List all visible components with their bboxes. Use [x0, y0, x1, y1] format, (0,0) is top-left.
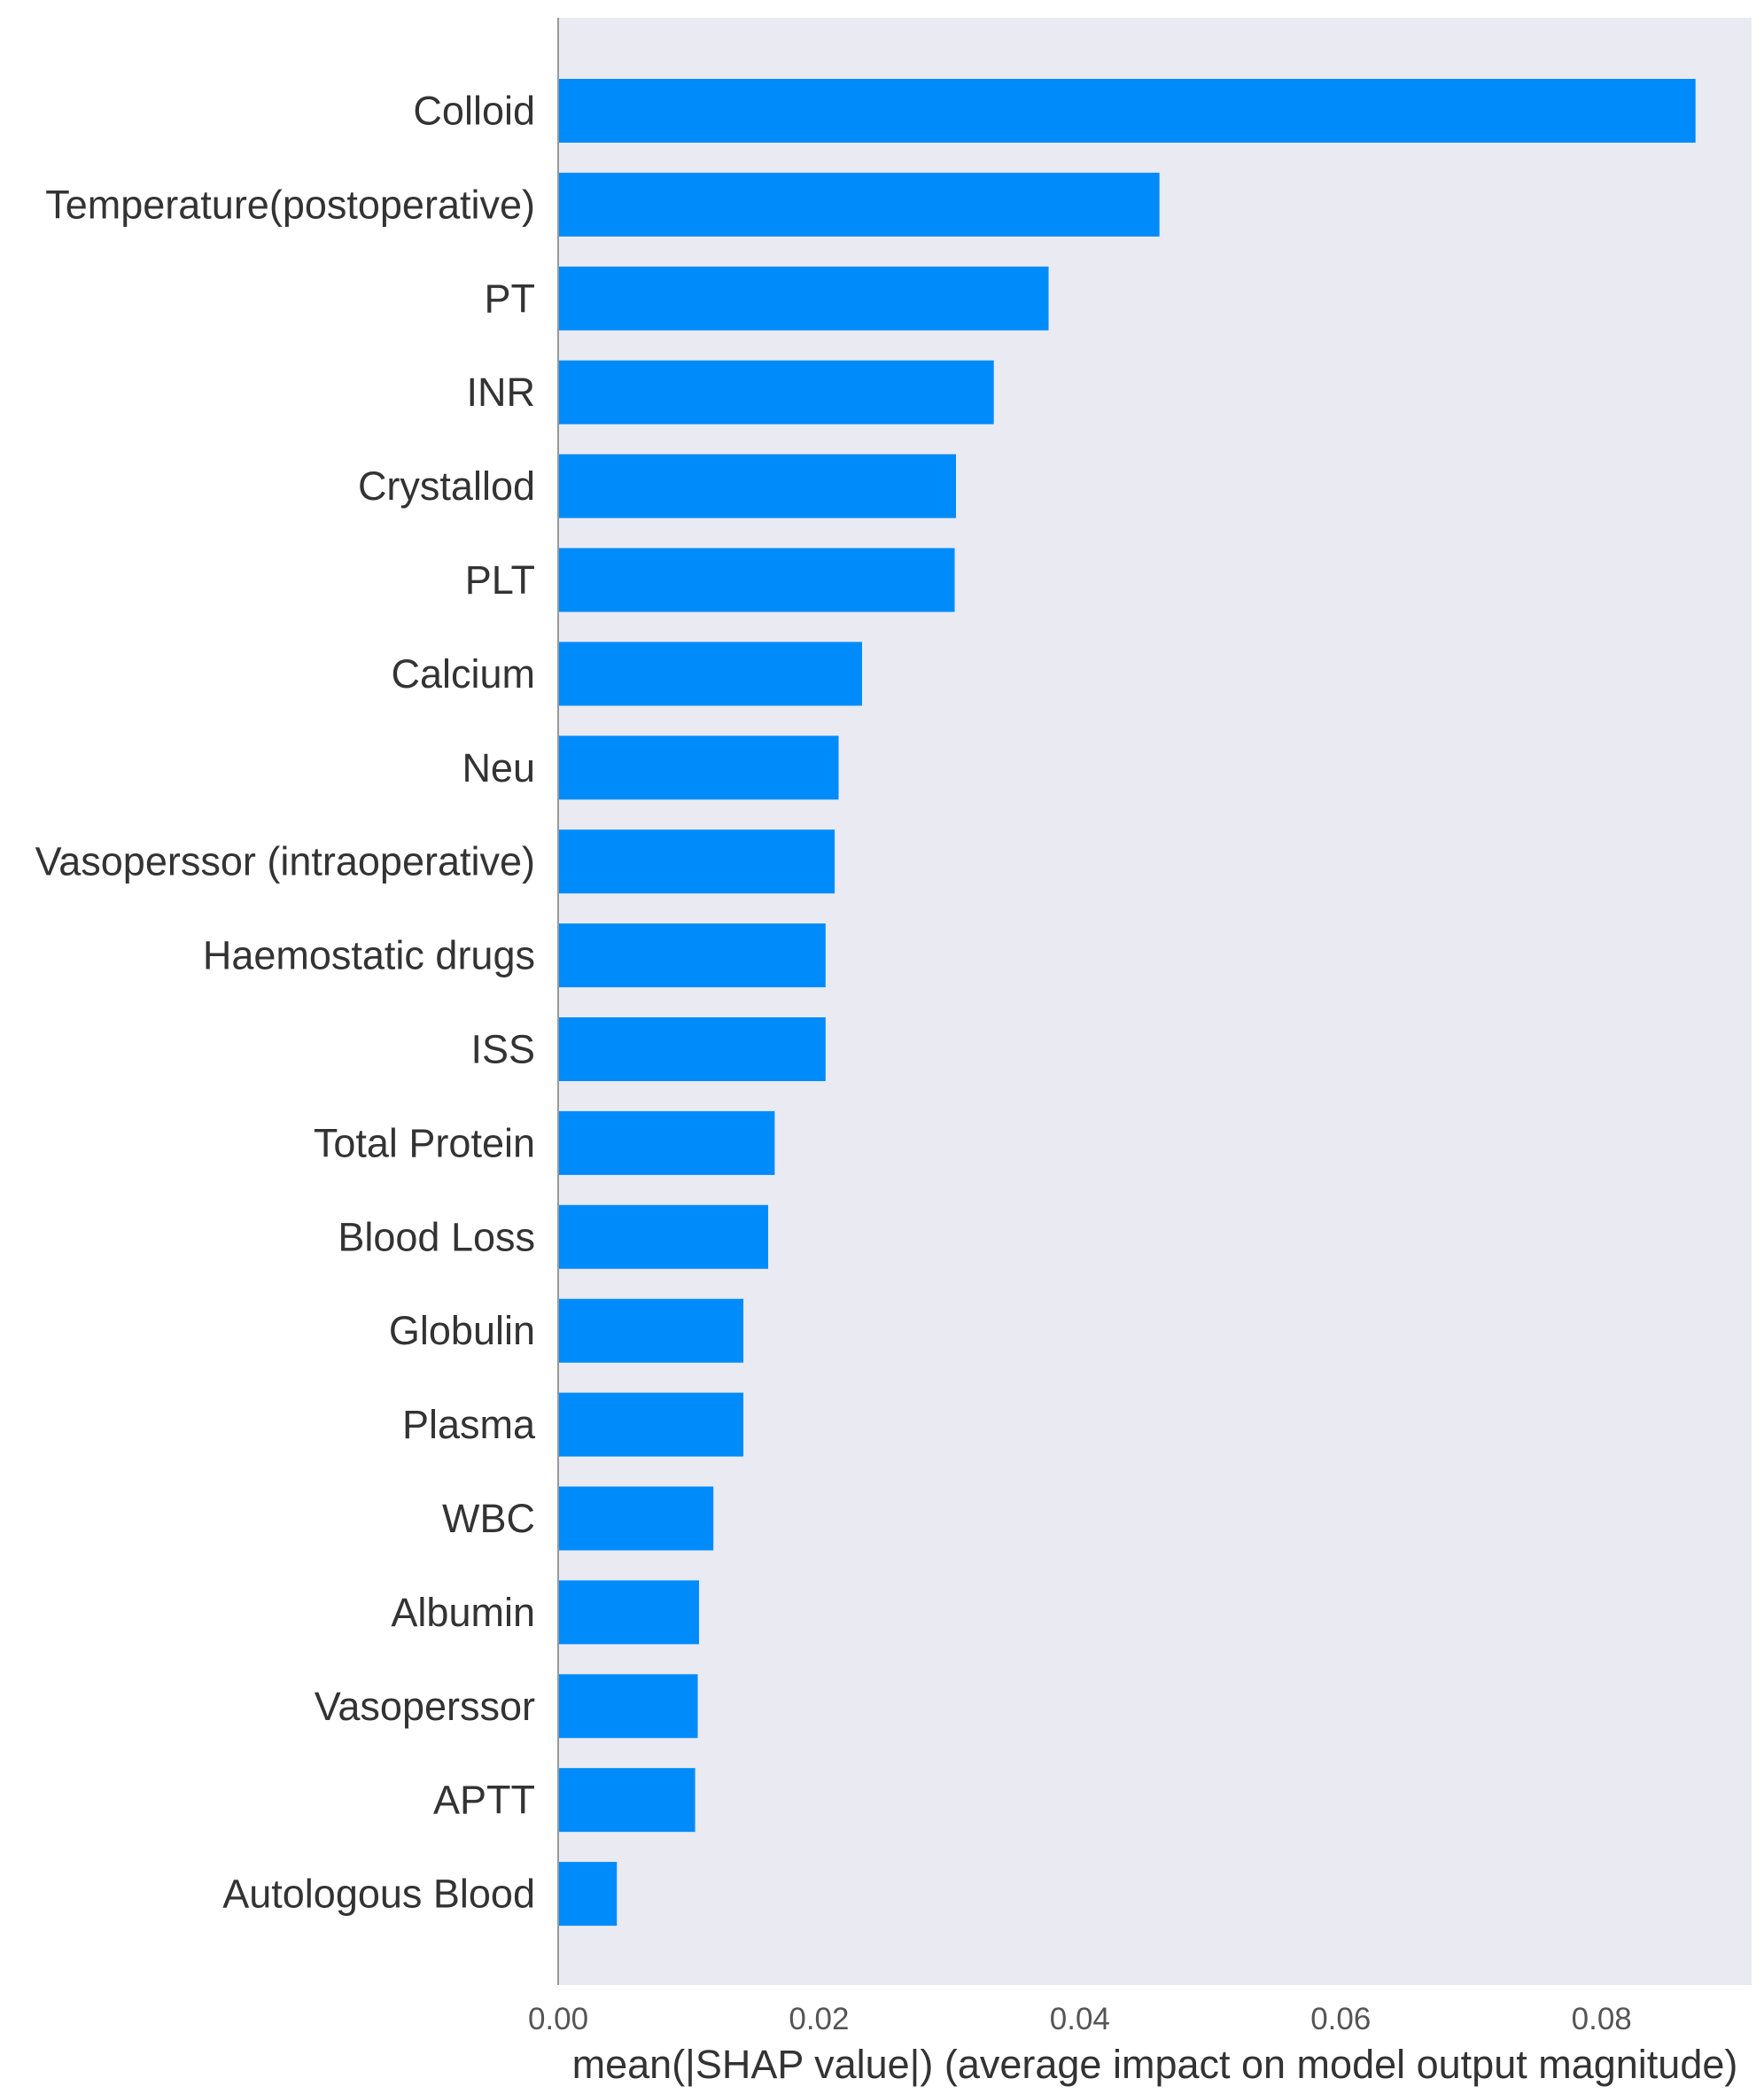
bar-18 — [558, 1768, 695, 1833]
feature-label-14: Plasma — [402, 1402, 536, 1447]
bar-12 — [558, 1204, 769, 1269]
feature-label-7: Neu — [462, 745, 535, 790]
x-tick-label-3: 0.06 — [1310, 2002, 1371, 2036]
bar-4 — [558, 454, 956, 518]
feature-label-18: APTT — [433, 1778, 535, 1823]
bar-8 — [558, 829, 835, 894]
x-tick-label-0: 0.00 — [528, 2002, 588, 2036]
bar-1 — [558, 172, 1160, 237]
feature-label-11: Total Protein — [314, 1120, 535, 1165]
x-tick-label-2: 0.04 — [1050, 2002, 1110, 2036]
feature-label-8: Vasoperssor (intraoperative) — [35, 839, 535, 884]
bar-14 — [558, 1392, 744, 1457]
feature-label-19: Autologous Blood — [222, 1872, 535, 1917]
feature-label-16: Albumin — [391, 1590, 535, 1635]
bar-6 — [558, 642, 863, 706]
bar-13 — [558, 1298, 744, 1363]
feature-label-13: Globulin — [389, 1308, 535, 1353]
bar-5 — [558, 548, 955, 612]
x-ticks-group: 0.00 0.02 0.04 0.06 0.08 — [528, 2002, 1632, 2036]
feature-label-1: Temperature(postoperative) — [45, 182, 535, 227]
plot-background — [558, 18, 1752, 1985]
bar-9 — [558, 923, 826, 988]
bar-3 — [558, 360, 994, 424]
feature-label-12: Blood Loss — [338, 1214, 535, 1259]
x-axis-title: mean(|SHAP value|) (average impact on mo… — [572, 2042, 1738, 2087]
feature-labels-group: Colloid Temperature(postoperative) PT INR Cr… — [35, 89, 536, 1917]
bar-2 — [558, 266, 1049, 331]
feature-label-3: INR — [467, 370, 536, 415]
bar-17 — [558, 1674, 698, 1739]
bar-0 — [558, 79, 1696, 143]
bar-7 — [558, 736, 839, 800]
bar-11 — [558, 1110, 775, 1175]
feature-label-6: Calcium — [391, 651, 535, 697]
bar-16 — [558, 1580, 699, 1645]
x-tick-label-1: 0.02 — [789, 2002, 849, 2036]
feature-label-2: PT — [484, 276, 535, 321]
bar-10 — [558, 1017, 826, 1081]
feature-label-10: ISS — [470, 1027, 535, 1072]
feature-label-9: Haemostatic drugs — [203, 933, 535, 978]
bar-19 — [558, 1862, 618, 1927]
feature-label-4: Crystallod — [358, 463, 535, 509]
bars-group — [558, 79, 1696, 1927]
bar-15 — [558, 1486, 714, 1551]
feature-label-15: WBC — [442, 1496, 535, 1541]
feature-label-17: Vasoperssor — [315, 1684, 535, 1729]
feature-label-5: PLT — [465, 557, 535, 603]
feature-label-0: Colloid — [413, 89, 535, 134]
x-tick-label-4: 0.08 — [1572, 2002, 1632, 2036]
